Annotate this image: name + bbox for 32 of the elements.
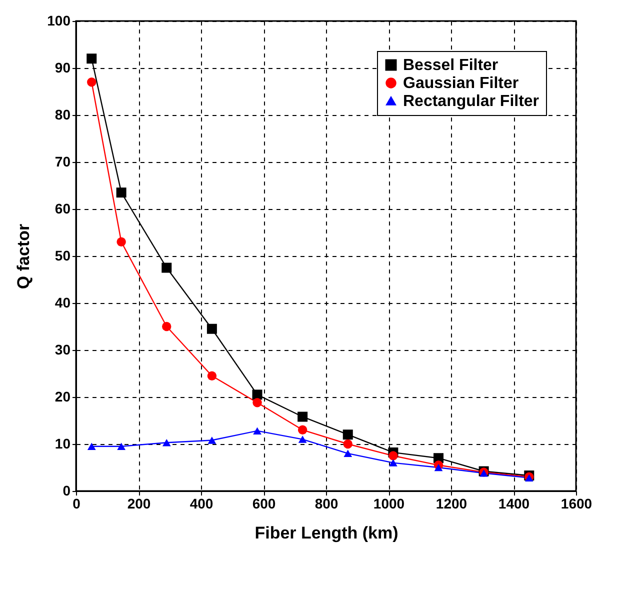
point (116, 188, 126, 198)
y-tick-label: 60 (54, 200, 71, 216)
legend-label: Gaussian Filter (403, 75, 519, 92)
point (252, 390, 262, 400)
y-tick-label: 10 (54, 436, 71, 452)
legend-label: Bessel Filter (403, 57, 498, 74)
x-tick-label: 400 (190, 496, 214, 512)
y-tick-label: 50 (54, 248, 71, 264)
y-tick-label: 80 (54, 106, 71, 122)
y-tick-label: 70 (54, 154, 71, 170)
point (206, 324, 217, 334)
legend-label: Rectangular Filter (403, 93, 540, 110)
x-tick-label: 800 (314, 496, 338, 512)
x-tick-label: 0 (72, 496, 81, 512)
point (86, 54, 97, 64)
point (342, 430, 353, 440)
y-axis-title: Q factor (14, 224, 34, 290)
x-axis-title: Fiber Length (km) (254, 524, 398, 542)
y-tick-label: 40 (54, 294, 71, 310)
point (298, 412, 308, 422)
y-tick-label: 90 (54, 60, 71, 76)
x-tick-label: 200 (127, 496, 151, 512)
point (162, 262, 172, 273)
x-tick-label: 1200 (436, 496, 468, 512)
x-tick-label: 1400 (498, 496, 530, 512)
y-tick-label: 30 (54, 342, 71, 358)
y-tick-label: 20 (54, 388, 71, 404)
x-tick-label: 1000 (373, 496, 405, 512)
x-tick-label: 1600 (560, 496, 592, 512)
y-tick-label: 100 (47, 12, 71, 28)
x-tick-label: 600 (252, 496, 276, 512)
y-tick-label: 0 (62, 482, 71, 498)
